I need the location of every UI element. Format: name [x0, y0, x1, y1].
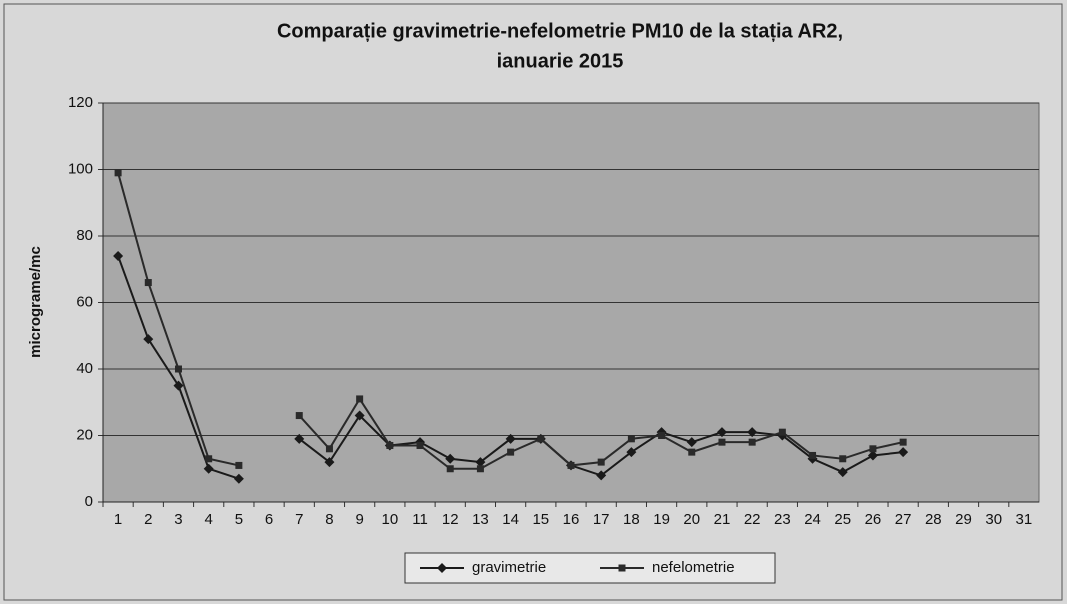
x-tick-label: 6: [265, 511, 273, 528]
legend-label: nefelometrie: [652, 559, 735, 576]
x-tick-label: 14: [502, 511, 519, 528]
data-point: [354, 410, 365, 421]
data-point: [716, 427, 727, 438]
data-point: [235, 461, 243, 469]
y-tick-label: 60: [76, 293, 93, 310]
data-point: [748, 438, 756, 446]
chart-title: ianuarie 2015: [497, 50, 624, 72]
x-tick-label: 9: [355, 511, 363, 528]
y-tick-label: 80: [76, 227, 93, 244]
x-tick-label: 30: [985, 511, 1002, 528]
data-point: [898, 447, 909, 458]
data-point: [386, 441, 394, 449]
data-point: [688, 448, 696, 456]
x-tick-label: 11: [412, 511, 428, 528]
x-tick-label: 27: [895, 511, 912, 528]
x-tick-label: 16: [563, 511, 580, 528]
x-tick-label: 17: [593, 511, 610, 528]
data-point: [839, 455, 847, 463]
data-point: [869, 445, 877, 453]
x-tick-label: 4: [205, 511, 213, 528]
x-tick-label: 10: [381, 511, 398, 528]
x-tick-label: 5: [235, 511, 243, 528]
data-point: [445, 453, 456, 464]
y-tick-label: 120: [68, 94, 93, 111]
x-tick-label: 18: [623, 511, 640, 528]
data-point: [596, 470, 607, 481]
data-point: [505, 433, 516, 444]
data-point: [658, 432, 666, 439]
data-point: [507, 448, 515, 456]
data-point: [899, 438, 907, 446]
x-tick-label: 21: [714, 511, 731, 528]
chart-frame: [3, 3, 1063, 601]
data-point: [718, 438, 726, 446]
x-tick-label: 7: [295, 511, 303, 528]
data-point: [416, 441, 424, 449]
x-tick-label: 29: [955, 511, 972, 528]
legend-label: gravimetrie: [472, 559, 546, 576]
x-tick-label: 13: [472, 511, 489, 528]
y-tick-label: 0: [85, 493, 93, 510]
data-point: [686, 437, 697, 448]
data-point: [356, 395, 364, 403]
x-tick-label: 2: [144, 511, 152, 528]
x-tick-label: 26: [865, 511, 882, 528]
x-tick-label: 12: [442, 511, 459, 528]
data-point: [446, 465, 454, 473]
data-point: [324, 457, 335, 468]
data-point: [597, 458, 605, 466]
data-point: [778, 428, 786, 436]
data-point: [567, 461, 575, 469]
chart-title: Comparație gravimetrie-nefelometrie PM10…: [277, 20, 843, 42]
x-tick-label: 15: [532, 511, 549, 528]
y-axis-label: micrograme/mc: [27, 246, 44, 358]
data-point: [475, 457, 486, 468]
legend-marker: [437, 563, 447, 573]
data-point: [295, 412, 303, 420]
x-tick-label: 24: [804, 511, 821, 528]
data-point: [113, 250, 124, 261]
x-tick-label: 31: [1016, 511, 1033, 528]
data-point: [747, 427, 758, 438]
x-tick-label: 23: [774, 511, 791, 528]
data-point: [173, 380, 184, 391]
data-point: [143, 334, 154, 345]
data-point: [114, 169, 122, 177]
data-point: [203, 463, 214, 474]
data-point: [627, 435, 635, 443]
legend-marker: [618, 564, 626, 572]
data-point: [867, 450, 878, 461]
data-point: [325, 445, 333, 453]
data-point: [809, 451, 817, 459]
x-tick-label: 22: [744, 511, 761, 528]
data-point: [626, 447, 637, 458]
y-tick-label: 100: [68, 160, 93, 177]
x-tick-label: 19: [653, 511, 670, 528]
y-tick-label: 20: [76, 426, 93, 443]
data-point: [476, 465, 484, 473]
legend-box: [404, 552, 776, 584]
y-tick-label: 40: [76, 360, 93, 377]
data-point: [144, 279, 152, 287]
data-point: [174, 365, 182, 373]
data-point: [294, 433, 305, 444]
x-tick-label: 25: [834, 511, 851, 528]
x-tick-label: 8: [325, 511, 333, 528]
data-point: [233, 473, 244, 484]
data-point: [205, 455, 213, 463]
x-tick-label: 3: [174, 511, 182, 528]
data-point: [537, 435, 545, 443]
x-tick-label: 20: [683, 511, 700, 528]
data-point: [837, 467, 848, 478]
x-tick-label: 1: [114, 511, 122, 528]
x-tick-label: 28: [925, 511, 942, 528]
